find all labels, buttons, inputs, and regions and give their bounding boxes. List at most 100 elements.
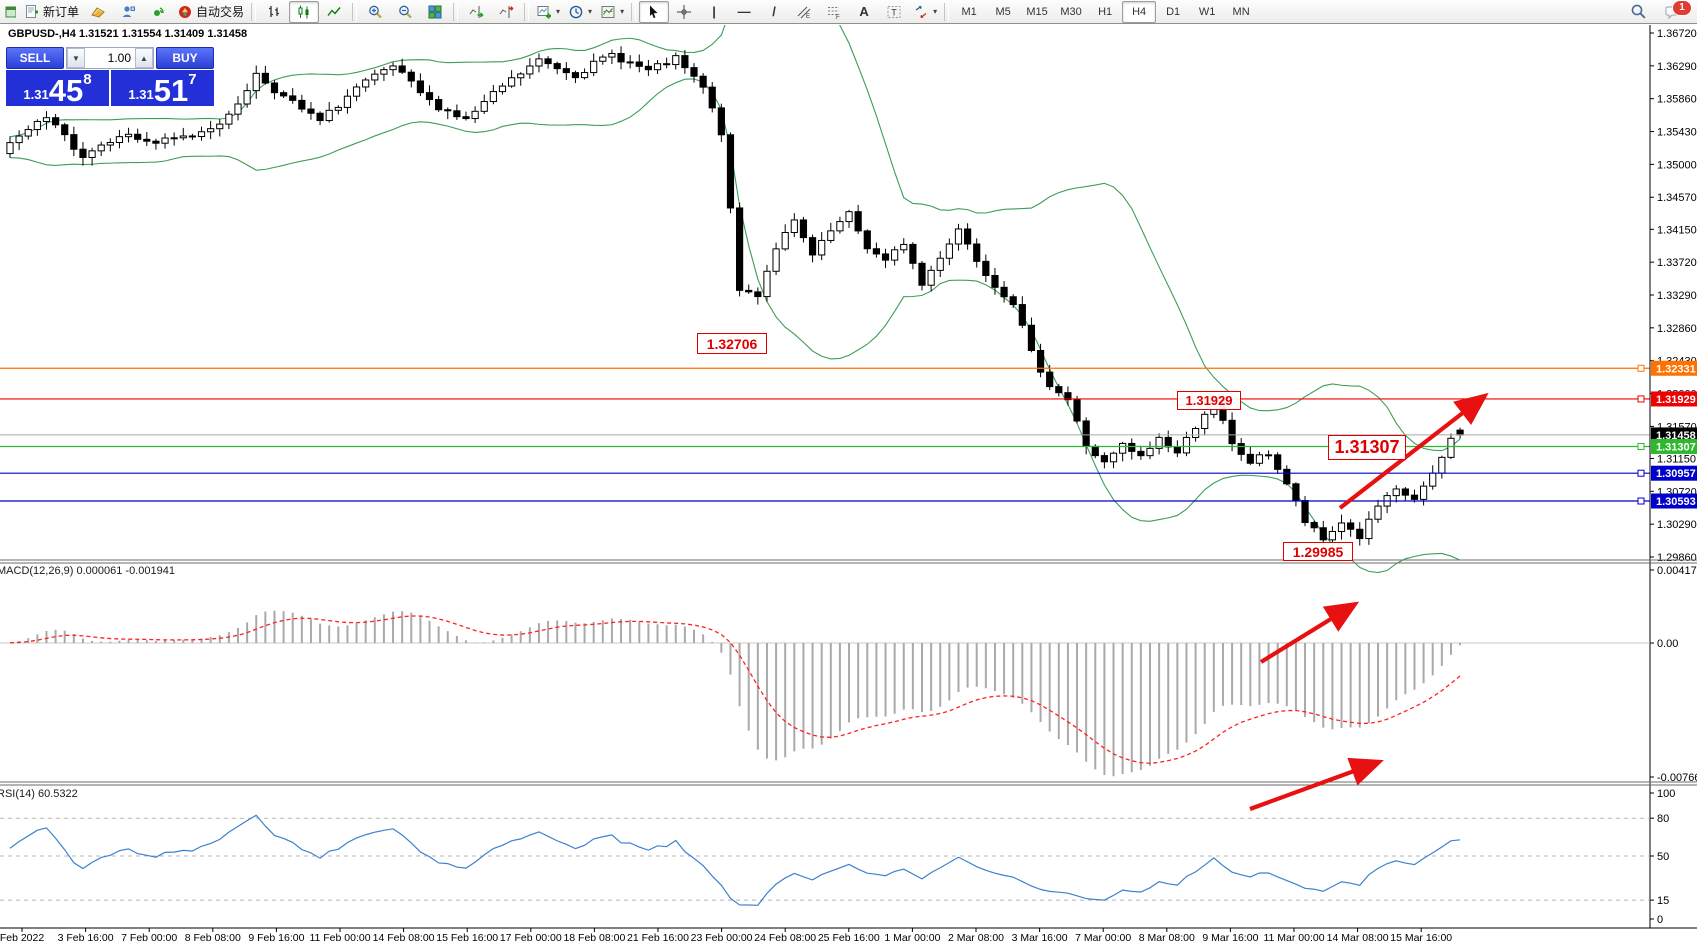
sell-price-display: 1.31 45 8	[6, 70, 109, 106]
svg-text:1.36290: 1.36290	[1657, 61, 1697, 73]
notification-badge: 1	[1672, 0, 1692, 16]
tile-windows-button[interactable]	[420, 1, 450, 23]
trendline-tool-button[interactable]: /	[759, 1, 789, 23]
up-trend-arrow[interactable]	[1338, 392, 1489, 510]
buy-price-display: 1.31 51 7	[111, 70, 214, 106]
svg-text:1.33720: 1.33720	[1657, 257, 1697, 269]
timeframe-D1[interactable]: D1	[1166, 5, 1181, 18]
bar-chart-mode-button[interactable]	[259, 1, 289, 23]
candlestick-mode-button[interactable]	[289, 0, 320, 23]
autotrading-label: 自动交易	[196, 5, 245, 19]
trend-arrows[interactable]	[1249, 392, 1489, 811]
svg-text:80: 80	[1657, 813, 1669, 825]
autotrading-button[interactable]: 自动交易	[173, 1, 248, 23]
cursor-icon	[650, 5, 658, 18]
price-annotation[interactable]: 1.29985	[1283, 542, 1353, 561]
periods-button[interactable]: ▾	[564, 1, 596, 23]
auto-scroll-icon	[469, 5, 484, 18]
svg-text:24 Feb 08:00: 24 Feb 08:00	[754, 932, 816, 943]
timeframe-MN[interactable]: MN	[1232, 5, 1250, 18]
chart-shift-button[interactable]	[491, 1, 521, 23]
timeframe-H4[interactable]: H4	[1122, 0, 1157, 23]
timeframe-M1[interactable]: M1	[961, 5, 977, 18]
svg-text:3 Mar 16:00: 3 Mar 16:00	[1012, 932, 1068, 943]
time-axis[interactable]: Feb 2022 3 Feb 16:00 7 Feb 00:00 8 Feb 08:0…	[0, 928, 1452, 943]
horizontal-line-tool-button[interactable]: —	[729, 1, 759, 23]
svg-text:Feb 2022: Feb 2022	[0, 932, 44, 943]
chart-title: GBPUSD-,H4 1.31521 1.31554 1.31409 1.314…	[8, 28, 248, 40]
buy-price-sup: 7	[188, 71, 197, 88]
label-tool-button[interactable]: T	[879, 1, 909, 23]
svg-text:1.35000: 1.35000	[1657, 159, 1697, 171]
one-click-trading-panel: SELL ▼ 1.00 ▲ BUY 1.31 45 8 1.31 51 7	[6, 47, 214, 106]
price-annotation[interactable]: 1.31929	[1177, 391, 1241, 410]
price-annotation[interactable]: 1.31307	[1328, 435, 1406, 460]
text-icon: A	[859, 4, 869, 19]
up-trend-arrow[interactable]	[1259, 601, 1360, 664]
rsi-indicator-label: RSI(14) 60.5322	[0, 788, 78, 800]
svg-text:1.29860: 1.29860	[1657, 552, 1697, 564]
macd-indicator-label: MACD(12,26,9) 0.000061 -0.001941	[0, 565, 175, 577]
up-trend-arrow[interactable]	[1249, 757, 1384, 811]
profile-person-icon	[122, 5, 136, 17]
new-chart-icon	[537, 5, 552, 18]
text-tool-button[interactable]: A	[849, 1, 879, 23]
hline-icon: —	[737, 4, 751, 19]
profile-button[interactable]	[113, 1, 143, 23]
new-order-button[interactable]: 新订单	[20, 1, 83, 23]
new-chart-button[interactable]: ▾	[532, 1, 564, 23]
svg-text:1.34150: 1.34150	[1657, 224, 1697, 236]
sell-price-big: 45	[48, 72, 84, 108]
bollinger-bands	[9, 25, 1461, 574]
tile-windows-icon	[428, 5, 442, 19]
signals-button[interactable]	[143, 1, 173, 23]
timeframe-M5[interactable]: M5	[995, 5, 1011, 18]
volume-up-button[interactable]: ▲	[135, 48, 153, 68]
toolbar-separator	[352, 2, 358, 21]
zoom-in-button[interactable]	[360, 1, 390, 23]
svg-text:3 Feb 16:00: 3 Feb 16:00	[58, 932, 114, 943]
buy-button[interactable]: BUY	[156, 47, 214, 69]
vline-icon: |	[712, 4, 716, 19]
equidistant-channel-icon: E	[797, 6, 811, 20]
arrows-tool-button[interactable]: ▾	[909, 1, 941, 23]
svg-text:0: 0	[1657, 914, 1663, 926]
search-button[interactable]	[1623, 1, 1653, 23]
timeframe-M15[interactable]: M15	[1026, 5, 1048, 18]
svg-text:8 Feb 08:00: 8 Feb 08:00	[185, 932, 241, 943]
zoom-out-button[interactable]	[390, 1, 420, 23]
rsi-panel: 100 80 50 15 0	[0, 788, 1675, 926]
vertical-line-tool-button[interactable]: |	[699, 1, 729, 23]
market-button[interactable]	[83, 1, 113, 23]
fibonacci-tool-button[interactable]: F	[819, 1, 849, 23]
cursor-tool-button[interactable]	[639, 0, 670, 23]
svg-text:11 Feb 00:00: 11 Feb 00:00	[309, 932, 370, 943]
svg-text:23 Feb 00:00: 23 Feb 00:00	[691, 932, 753, 943]
dropdown-caret: ▾	[620, 7, 625, 16]
chart-canvas[interactable]: 1.36720 1.36290 1.35860 1.35430 1.35000 1.345…	[0, 25, 1697, 943]
auto-scroll-button[interactable]	[461, 1, 491, 23]
app-window-icon	[5, 6, 16, 17]
line-chart-mode-button[interactable]	[319, 1, 349, 23]
templates-button[interactable]: ▾	[596, 1, 628, 23]
svg-text:-0.007666: -0.007666	[1657, 772, 1697, 784]
dropdown-caret: ▾	[933, 7, 938, 16]
toolbar: 新订单 自动交易	[0, 0, 1697, 24]
svg-text:9 Mar 16:00: 9 Mar 16:00	[1202, 932, 1258, 943]
svg-text:1.30290: 1.30290	[1657, 519, 1697, 531]
timeframe-M30[interactable]: M30	[1060, 5, 1082, 18]
volume-field[interactable]: 1.00	[85, 48, 135, 68]
timeframe-W1[interactable]: W1	[1198, 5, 1216, 18]
arrow-objects-icon	[915, 5, 927, 18]
zoom-out-icon	[399, 5, 412, 18]
sell-button[interactable]: SELL	[6, 47, 64, 69]
timeframe-H1[interactable]: H1	[1098, 5, 1113, 18]
svg-text:1.32860: 1.32860	[1657, 323, 1697, 335]
channel-tool-button[interactable]: E	[789, 1, 819, 23]
chat-button[interactable]: 1	[1659, 0, 1692, 23]
price-annotation[interactable]: 1.32706	[697, 333, 767, 354]
crosshair-tool-button[interactable]	[669, 1, 699, 23]
volume-down-button[interactable]: ▼	[67, 48, 85, 68]
crosshair-icon	[677, 4, 692, 19]
svg-text:1.33290: 1.33290	[1657, 290, 1697, 302]
